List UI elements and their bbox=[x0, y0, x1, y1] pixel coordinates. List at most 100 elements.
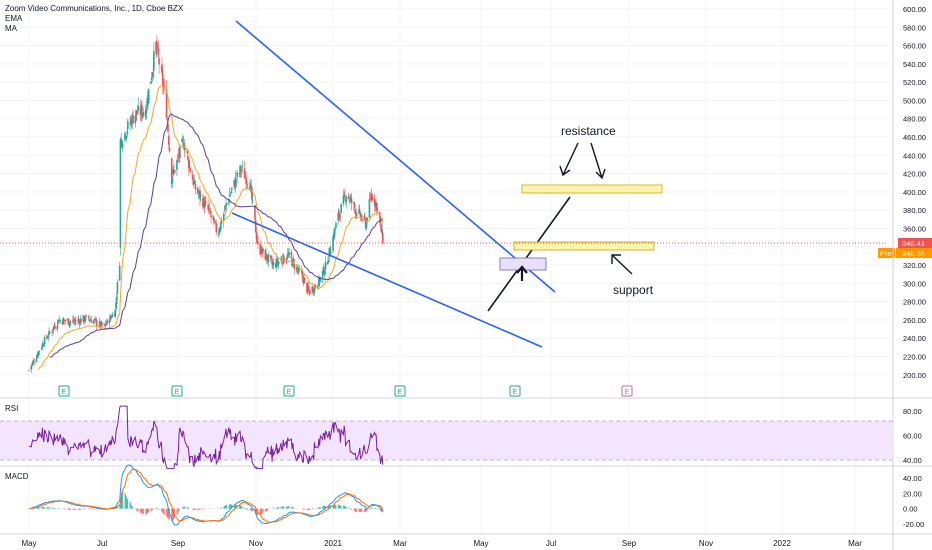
candle-body bbox=[72, 318, 75, 323]
candle-body bbox=[116, 282, 119, 294]
ema-line bbox=[37, 84, 384, 371]
candle-body bbox=[150, 77, 153, 81]
candle-body bbox=[35, 358, 38, 363]
candle-body bbox=[108, 320, 111, 324]
candle-body bbox=[193, 181, 196, 185]
candle-body bbox=[74, 319, 76, 322]
candle-body bbox=[166, 118, 169, 121]
candle-body bbox=[236, 172, 238, 178]
candle-body bbox=[94, 317, 96, 319]
support-zone[interactable] bbox=[513, 241, 655, 251]
breakout-trendline[interactable] bbox=[487, 196, 571, 312]
candle-body bbox=[347, 195, 350, 199]
candle-body bbox=[309, 291, 311, 295]
candle-body bbox=[350, 198, 353, 204]
candle-body bbox=[84, 315, 87, 322]
resistance-label: resistance bbox=[561, 124, 616, 138]
candle-body bbox=[103, 324, 105, 326]
candle-body bbox=[151, 72, 154, 78]
candle-body bbox=[324, 261, 327, 270]
candle-body bbox=[142, 112, 145, 116]
candle-body bbox=[285, 260, 287, 262]
candle-body bbox=[222, 213, 225, 221]
candle-body bbox=[199, 195, 202, 197]
price-tick: 360.00 bbox=[903, 224, 926, 233]
candle-body bbox=[78, 319, 80, 321]
time-tick: Mar bbox=[393, 539, 407, 548]
candle-body bbox=[303, 277, 306, 280]
candle-body bbox=[32, 360, 35, 363]
candle-body bbox=[382, 232, 384, 244]
candle-body bbox=[339, 216, 342, 218]
candle-body bbox=[64, 320, 67, 322]
candle-body bbox=[298, 267, 300, 270]
candle-body bbox=[343, 194, 345, 199]
candle-body bbox=[95, 319, 97, 321]
macd-title[interactable]: MACD bbox=[5, 472, 29, 481]
candle-body bbox=[59, 320, 62, 322]
rsi-title[interactable]: RSI bbox=[5, 404, 18, 413]
candle-body bbox=[220, 219, 223, 224]
price-tick: 540.00 bbox=[903, 60, 926, 69]
price-tick: 560.00 bbox=[903, 42, 926, 51]
rsi-line bbox=[28, 405, 384, 470]
candle-body bbox=[359, 212, 362, 218]
candle-body bbox=[130, 120, 133, 127]
candle-body bbox=[172, 168, 175, 175]
lower-channel-trendline[interactable] bbox=[231, 212, 543, 348]
candle-body bbox=[243, 168, 246, 179]
candle-body bbox=[56, 326, 59, 330]
candle-body bbox=[244, 175, 247, 177]
price-tick: 220.00 bbox=[903, 353, 926, 362]
support-arrow bbox=[611, 254, 633, 275]
earnings-marker-label: E bbox=[625, 389, 630, 396]
rsi-pane[interactable]: RSI bbox=[0, 404, 893, 470]
ma-legend[interactable]: MA bbox=[5, 24, 18, 33]
candle-body bbox=[327, 260, 330, 263]
upper-channel-trendline[interactable] bbox=[235, 20, 556, 293]
candle-body bbox=[376, 202, 378, 212]
time-tick: May bbox=[473, 539, 488, 548]
candle-body bbox=[157, 48, 160, 56]
price-axis[interactable]: 600.00 580.00 560.00 540.00 520.00 500.00 480.… bbox=[903, 5, 926, 380]
candle-body bbox=[184, 148, 186, 150]
candle-body bbox=[181, 139, 183, 143]
resistance-zone[interactable] bbox=[521, 184, 663, 194]
candle-body bbox=[170, 158, 173, 185]
price-pane[interactable]: resistance support E E E E E E bbox=[0, 20, 886, 397]
candle-body bbox=[321, 271, 324, 279]
price-tick: 240.00 bbox=[903, 334, 926, 343]
symbol-title: Zoom Video Communications, Inc., 1D, Cbo… bbox=[5, 4, 184, 13]
time-axis[interactable]: May Jul Sep Nov 2021 Mar May Jul Sep Nov 2022 Mar bbox=[21, 539, 862, 548]
candle-body bbox=[271, 260, 273, 265]
ema-legend[interactable]: EMA bbox=[5, 14, 23, 23]
candle-body bbox=[217, 233, 220, 235]
rsi-tick: 60.00 bbox=[903, 432, 922, 441]
macd-pane[interactable]: MACD bbox=[5, 464, 384, 526]
candle-body bbox=[376, 208, 379, 210]
candle-body bbox=[358, 209, 360, 214]
price-tick: 260.00 bbox=[903, 316, 926, 325]
candle-body bbox=[267, 254, 270, 262]
candle-body bbox=[256, 237, 258, 243]
candle-body bbox=[136, 112, 139, 115]
candle-body bbox=[212, 215, 215, 220]
candle-body bbox=[68, 323, 70, 326]
candle-body bbox=[141, 105, 143, 117]
candle-body bbox=[335, 222, 337, 229]
candle-body bbox=[90, 319, 93, 324]
candle-body bbox=[77, 319, 79, 322]
earnings-marker bbox=[283, 385, 295, 397]
candle-body bbox=[51, 332, 53, 333]
candle-body bbox=[156, 45, 159, 47]
time-tick: 2022 bbox=[773, 539, 791, 548]
candle-body bbox=[329, 250, 331, 254]
macd-tick: 20.00 bbox=[903, 489, 922, 498]
candle-body bbox=[179, 146, 181, 159]
candle-body bbox=[87, 316, 90, 319]
candle-body bbox=[342, 196, 345, 204]
breakout-arrow-icon bbox=[516, 265, 528, 281]
